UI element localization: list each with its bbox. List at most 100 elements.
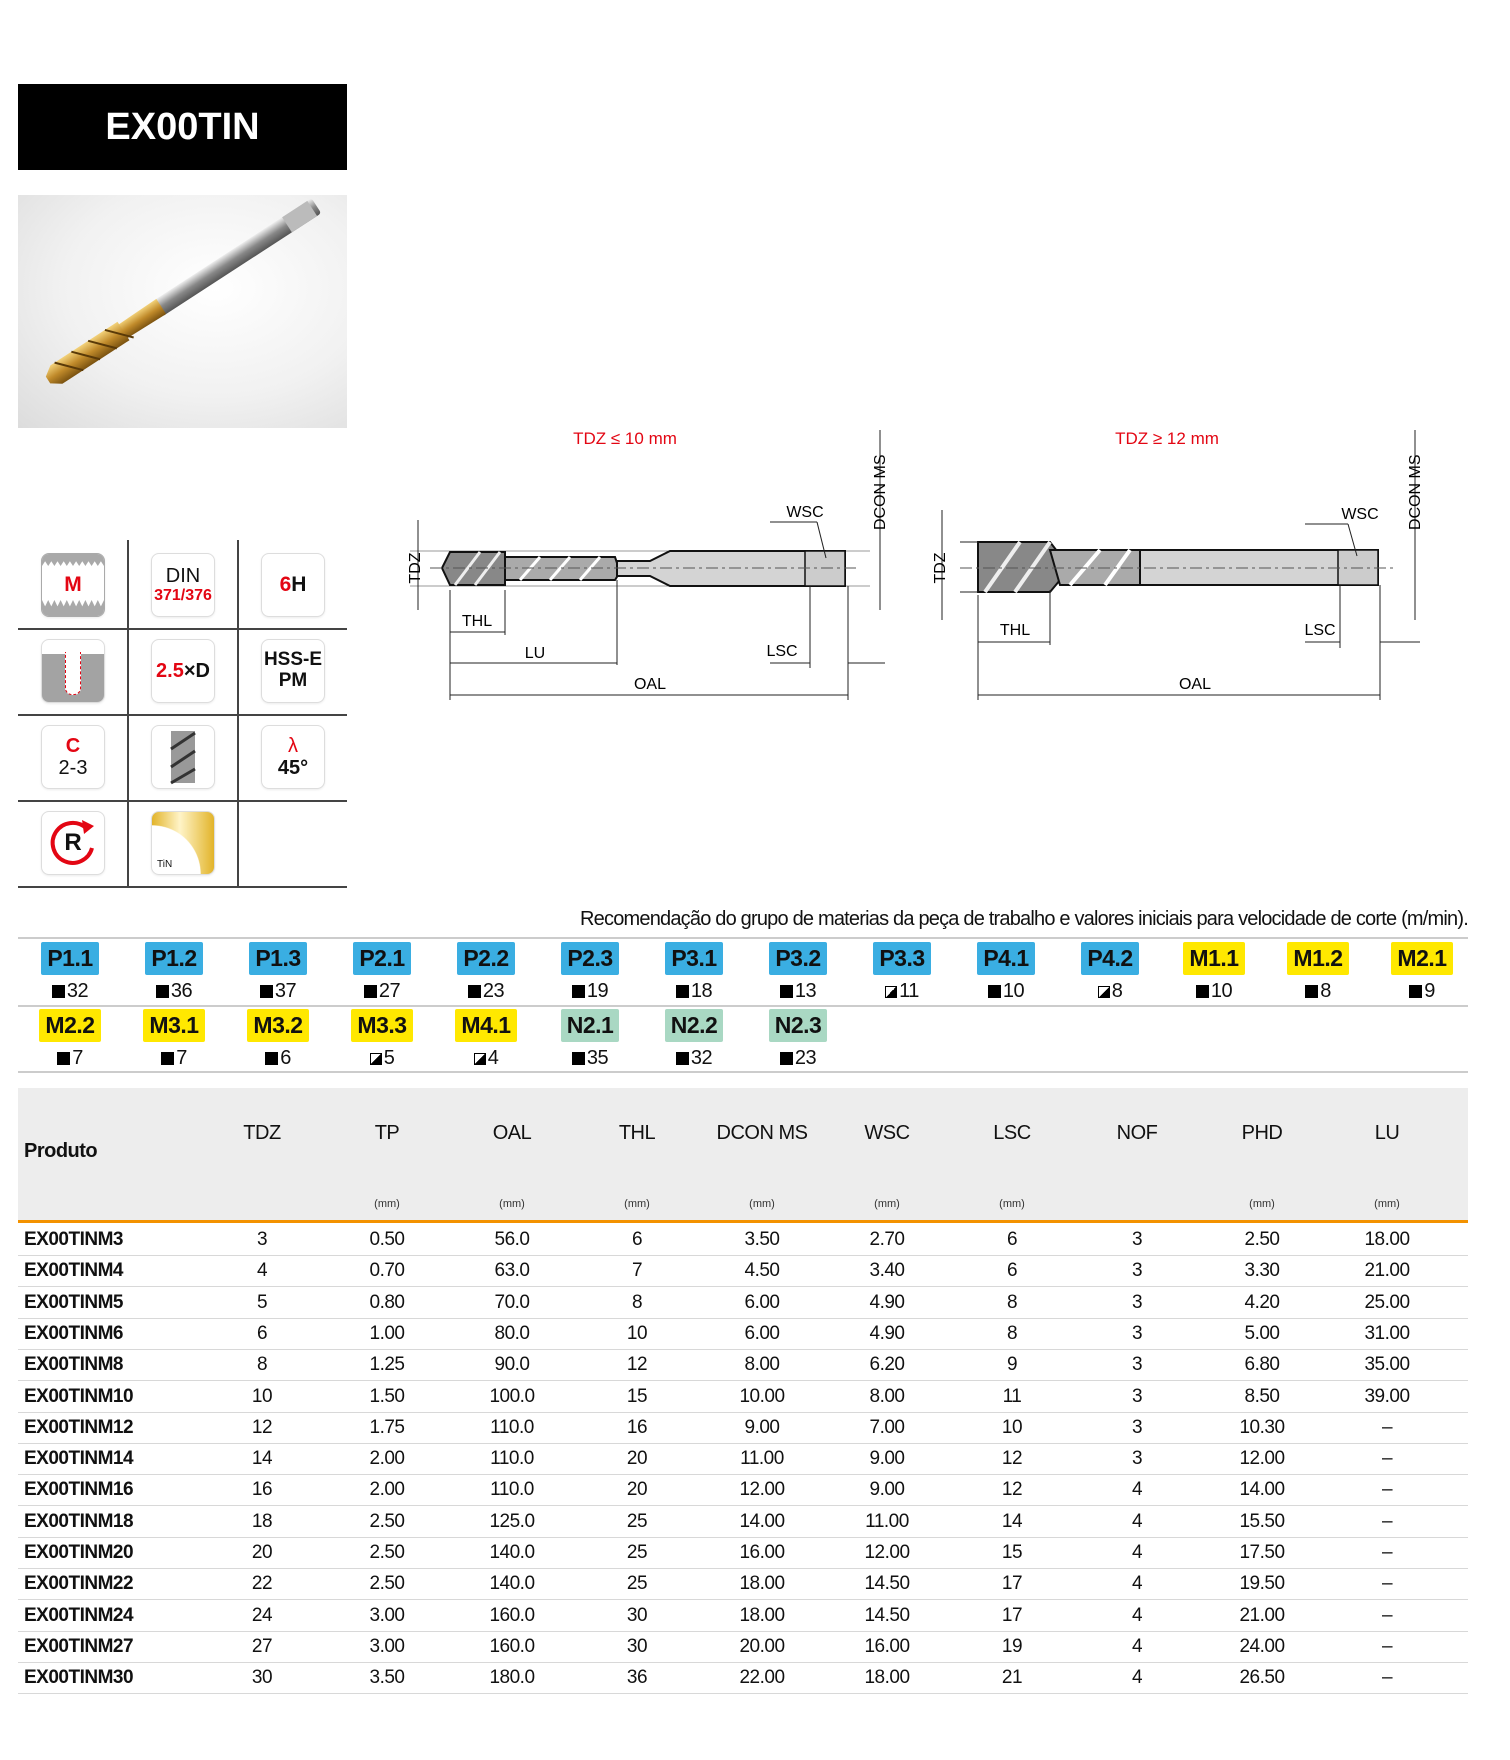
cell-lu: 18.00	[1364, 1229, 1410, 1250]
product-code: EX00TINM5	[24, 1291, 123, 1313]
filled-square-icon	[987, 985, 1001, 998]
cell-phd: 19.50	[1239, 1573, 1285, 1595]
cell-tp: 3.00	[369, 1635, 405, 1657]
product-code: EX00TINM30	[24, 1667, 134, 1689]
material-badge: P4.1	[977, 942, 1035, 975]
cell-wsc: 2.70	[869, 1229, 905, 1250]
cell-tp: 1.00	[369, 1322, 405, 1344]
cell-dcon-ms: 16.00	[739, 1542, 785, 1563]
cell-thl: 12	[626, 1354, 648, 1376]
column-unit: (mm)	[1249, 1198, 1275, 1210]
cell-lu: –	[1381, 1542, 1393, 1563]
cell-wsc: 14.50	[864, 1573, 910, 1595]
material-badge: P4.2	[1081, 942, 1139, 975]
cutting-speed-value: 13	[794, 980, 817, 1002]
cell-lsc: 8	[1006, 1322, 1018, 1344]
material-badge: N2.2	[664, 1009, 724, 1042]
depth-number: 2.5	[156, 660, 184, 682]
cell-thl: 16	[626, 1416, 648, 1438]
cell-oal: 56.0	[494, 1229, 530, 1250]
material-group-N2-2: N2.2 32	[642, 1009, 746, 1070]
column-header: WSC	[864, 1122, 910, 1144]
product-code: EX00TINM12	[24, 1416, 134, 1438]
chamfer-icon: C 2-3	[18, 714, 128, 800]
cell-thl: 25	[626, 1542, 648, 1563]
table-row: EX00TINM4 4 0.70 63.0 7 4.50 3.40 6 3 3.30 21.00	[18, 1255, 1468, 1288]
material-badge: N2.3	[768, 1009, 828, 1042]
divider	[18, 937, 1468, 939]
cell-tp: 0.80	[369, 1291, 405, 1313]
cell-lsc: 9	[1006, 1354, 1018, 1376]
column-unit: (mm)	[499, 1198, 525, 1210]
product-code: EX00TINM10	[24, 1385, 134, 1407]
cutting-speed-value: 35	[586, 1047, 609, 1069]
cutting-speed: 23	[746, 1047, 850, 1070]
cell-tp: 1.50	[369, 1385, 405, 1407]
cell-wsc: 14.50	[864, 1604, 910, 1626]
table-row: EX00TINM30 30 3.50 180.0 36 22.00 18.00 21 4 26.5…	[18, 1662, 1468, 1695]
cell-tp: 3.00	[369, 1604, 405, 1626]
tdz-label: TDZ	[932, 552, 949, 583]
cell-oal: 140.0	[489, 1542, 535, 1563]
cutting-speed-value: 23	[794, 1047, 817, 1069]
cutting-speed: 11	[850, 980, 954, 1003]
table-row: EX00TINM3 3 0.50 56.0 6 3.50 2.70 6 3 2.50 18.00	[18, 1224, 1468, 1256]
cell-dcon-ms: 10.00	[739, 1385, 785, 1407]
cell-tp: 2.50	[369, 1542, 405, 1563]
cell-dcon-ms: 8.00	[744, 1354, 780, 1376]
cell-tdz: 4	[256, 1260, 268, 1282]
filled-square-icon	[1195, 985, 1209, 998]
cell-phd: 2.50	[1244, 1229, 1280, 1250]
cutting-speed-value: 7	[176, 1047, 187, 1069]
cell-lsc: 14	[1001, 1510, 1023, 1532]
cell-oal: 100.0	[489, 1385, 535, 1407]
cutting-speed-value: 36	[170, 980, 193, 1002]
cell-wsc: 6.20	[869, 1354, 905, 1376]
divider	[18, 1071, 1468, 1073]
material-group-P4-2: P4.2 8	[1058, 942, 1162, 1003]
cell-thl: 8	[631, 1291, 643, 1313]
cell-lsc: 19	[1001, 1635, 1023, 1657]
dcon-label: DCON MS	[1407, 454, 1424, 530]
column-header: NOF	[1116, 1122, 1158, 1144]
table-row: EX00TINM8 8 1.25 90.0 12 8.00 6.20 9 3 6.80 35.00	[18, 1349, 1468, 1382]
cell-nof: 3	[1131, 1354, 1143, 1376]
cell-nof: 4	[1131, 1635, 1143, 1657]
cell-dcon-ms: 18.00	[739, 1573, 785, 1595]
material-group-P2-1: P2.1 27	[330, 942, 434, 1003]
cell-lu: 39.00	[1364, 1385, 1410, 1407]
cell-lsc: 11	[1002, 1385, 1022, 1407]
cell-phd: 21.00	[1239, 1604, 1285, 1626]
cell-lsc: 17	[1001, 1604, 1023, 1626]
product-code: EX00TINM14	[24, 1448, 134, 1470]
material-group-P4-1: P4.1 10	[954, 942, 1058, 1003]
cutting-speed: 27	[330, 980, 434, 1003]
cell-lsc: 12	[1001, 1479, 1023, 1501]
cell-nof: 4	[1131, 1573, 1143, 1595]
lsc-label: LSC	[1304, 622, 1335, 639]
tolerance-letter: H	[291, 573, 307, 597]
header-rule	[18, 1220, 1468, 1223]
filled-square-icon	[779, 1052, 793, 1065]
material-line2: PM	[278, 670, 308, 691]
material-group-M1-2: M1.2 8	[1266, 942, 1370, 1003]
tap-diagram-large: TDZ ≥ 12 mm TDZ THL OAL LSC WSC DCON MS	[932, 429, 1424, 700]
helix-symbol: λ	[288, 735, 298, 757]
standard-icon: DIN 371/376	[128, 542, 238, 628]
helix-value: 45°	[277, 757, 309, 779]
thread-profile-icon: M	[18, 542, 128, 628]
filled-square-icon	[57, 1052, 71, 1065]
product-code: EX00TINM6	[24, 1322, 123, 1344]
cell-tdz: 14	[251, 1448, 273, 1470]
material-group-M3-3: M3.3 5	[330, 1009, 434, 1070]
cell-oal: 160.0	[489, 1635, 535, 1657]
column-header: DCON MS	[716, 1122, 808, 1144]
product-code: EX00TINM20	[24, 1542, 134, 1563]
cell-thl: 36	[626, 1667, 648, 1689]
cell-lsc: 12	[1001, 1448, 1023, 1470]
material-group-M1-1: M1.1 10	[1162, 942, 1266, 1003]
cell-thl: 6	[631, 1229, 643, 1250]
cutting-speed-value: 27	[378, 980, 401, 1002]
cell-wsc: 4.90	[869, 1322, 905, 1344]
column-unit: (mm)	[999, 1198, 1025, 1210]
